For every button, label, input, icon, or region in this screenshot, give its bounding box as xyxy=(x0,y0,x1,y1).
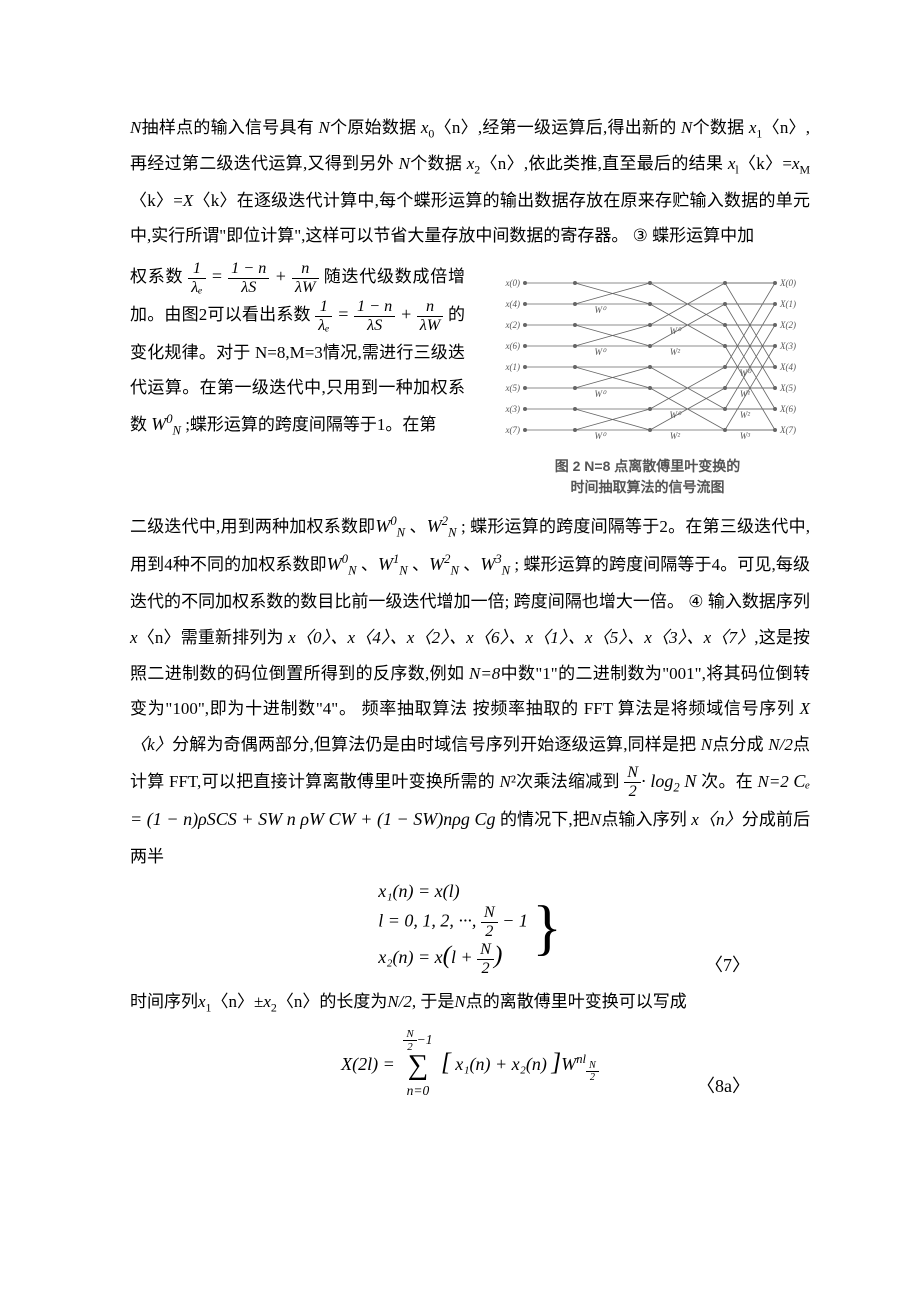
lambda-frac-1: 1λₑ = 1 − nλS + nλW xyxy=(188,266,324,286)
paragraph-1: N抽样点的输入信号具有 N个原始数据 x0〈n〉,经第一级运算后,得出新的 N个… xyxy=(130,110,810,254)
figure-2-caption: 图 2 N=8 点离散傅里叶变换的 时间抽取算法的信号流图 xyxy=(485,456,810,498)
svg-text:x(5): x(5) xyxy=(505,383,521,393)
svg-text:X(7): X(7) xyxy=(779,425,796,435)
svg-text:x(2): x(2) xyxy=(505,320,521,330)
svg-text:W⁰: W⁰ xyxy=(594,347,606,357)
svg-text:x(3): x(3) xyxy=(505,404,521,414)
W0N: W0N xyxy=(151,414,181,434)
paragraph-2: 二级迭代中,用到两种加权系数即W0N 、W2N ; 蝶形运算的跨度间隔等于2。在… xyxy=(130,508,810,874)
svg-text:W³: W³ xyxy=(740,431,750,441)
left-text: 权系数 1λₑ = 1 − nλS + nλW 随迭代级数成倍增加。由图2可以看… xyxy=(130,258,465,444)
equation-7: x₁(n) = x(l) l = 0, 1, 2, ···, N2 − 1 x₂… xyxy=(130,880,810,977)
svg-text:W⁰: W⁰ xyxy=(594,389,606,399)
svg-text:W²: W² xyxy=(740,410,750,420)
lambda-frac-2: 1λₑ = 1 − nλS + nλW xyxy=(315,304,448,324)
circled-3: ③ xyxy=(633,226,648,245)
svg-text:x(0): x(0) xyxy=(505,278,521,288)
eq-num-8a: 〈8a〉 xyxy=(697,1068,750,1106)
figure-2: x(0) X(0) x(4) X(1) x(2) X(2) x(6) X(3) x(1) X(4)… xyxy=(485,268,810,498)
svg-text:W¹: W¹ xyxy=(740,389,750,399)
butterfly-diagram: x(0) X(0) x(4) X(1) x(2) X(2) x(6) X(3) x(1) X(4)… xyxy=(485,268,810,448)
svg-text:W⁰: W⁰ xyxy=(669,326,681,336)
svg-text:X(2): X(2) xyxy=(779,320,796,330)
svg-text:X(5): X(5) xyxy=(779,383,796,393)
svg-text:X(3): X(3) xyxy=(779,341,796,351)
nlogn: N2· log2 N xyxy=(624,771,701,791)
svg-text:x(1): x(1) xyxy=(505,362,521,372)
eq-num-7: 〈7〉 xyxy=(705,954,750,977)
svg-text:W²: W² xyxy=(670,347,680,357)
svg-text:W²: W² xyxy=(670,431,680,441)
svg-text:W⁰: W⁰ xyxy=(669,410,681,420)
svg-text:X(0): X(0) xyxy=(779,278,796,288)
circled-4: ④ xyxy=(688,592,703,611)
paragraph-3: 时间序列x1〈n〉±x2〈n〉的长度为N/2, 于是N点的离散傅里叶变换可以写成 xyxy=(130,984,810,1020)
var-N: N xyxy=(130,118,141,137)
svg-text:X(6): X(6) xyxy=(779,404,796,414)
equation-8a: X(2l) = N2−1 ∑ n=0 [ x₁(n) + x₂(n) ]WnlN… xyxy=(130,1026,810,1106)
svg-text:x(7): x(7) xyxy=(505,425,521,435)
svg-text:W⁰: W⁰ xyxy=(739,368,751,378)
svg-text:W⁰: W⁰ xyxy=(594,305,606,315)
svg-text:W⁰: W⁰ xyxy=(594,431,606,441)
svg-text:x(4): x(4) xyxy=(505,299,521,309)
svg-text:X(1): X(1) xyxy=(779,299,796,309)
svg-text:X(4): X(4) xyxy=(779,362,796,372)
svg-text:x(6): x(6) xyxy=(505,341,521,351)
